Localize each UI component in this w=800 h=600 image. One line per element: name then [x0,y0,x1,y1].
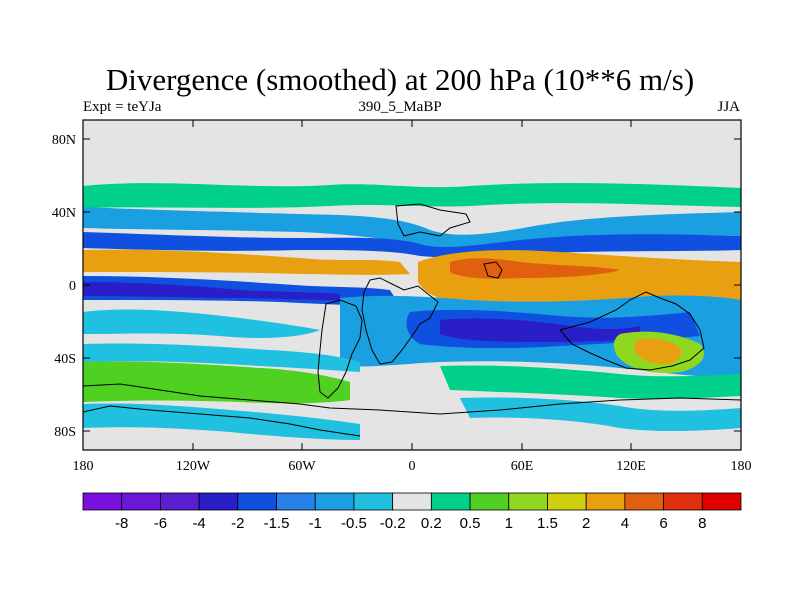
field-band-south-convergence [83,343,360,372]
lon-label-60w: 60W [288,459,316,474]
coast-antarctic-shelf [83,405,361,437]
colorbar-tick-label: 8 [698,515,706,532]
coast-south-america [317,299,363,399]
lat-label-40s: 40S [54,352,76,367]
colorbar-tick-label: -0.5 [341,515,367,532]
field-band-antarctic-convergence [83,403,360,440]
plot-title: Divergence (smoothed) at 200 hPa (10**6 … [105,62,695,97]
coastlines [83,203,741,437]
field-african-asian-divergence-peak [450,258,620,279]
lon-label-0: 0 [409,459,416,474]
divergence-field [83,120,741,450]
colorbar-tick-label: -6 [154,515,167,532]
colorbar-swatch [121,492,161,511]
lon-label-180e: 180 [731,459,752,474]
latitude-axis [83,138,741,432]
lon-label-60e: 60E [511,459,534,474]
lon-label-120e: 120E [616,459,646,474]
colorbar-tick-label: 0.5 [460,515,481,532]
lat-label-0: 0 [69,279,76,294]
lon-label-120w: 120W [176,459,211,474]
colorbar-swatch [198,492,239,511]
lat-label-40n: 40N [52,206,76,221]
longitude-axis [82,120,742,450]
field-equatorial-convergence-strong [83,282,340,300]
colorbar-tick-label: 1.5 [537,515,558,532]
colorbar-swatch [82,492,123,511]
colorbar-swatch [276,492,316,511]
colorbar-swatch [585,492,626,511]
colorbar-tick-label: 6 [659,515,667,532]
field-southern-divergence-west [83,309,320,338]
coast-antarctica [83,383,741,415]
colorbar-tick-label: 2 [582,515,590,532]
colorbar-tick-label: 1 [505,515,513,532]
lat-label-80n: 80N [52,133,76,148]
field-southern-divergence-east-core [634,338,682,364]
lon-label-180w: 180 [73,459,94,474]
field-band-south-divergence [83,361,350,404]
field-southern-convergence-peak [440,318,640,342]
colorbar-tick-label: -4 [192,515,205,532]
colorbar-swatch [237,492,277,511]
colorbar-labels: -8 -6 -4 -2 -1.5 -1 -0.5 -0.2 0.2 0.5 1 1.5 2 4 6 8 [115,515,706,532]
colorbar-swatch [624,492,664,511]
field-band-north-divergence [83,182,741,208]
colorbar-tick-label: -1 [309,515,322,532]
coast-europe-asia [395,203,471,237]
colorbar [82,492,742,511]
coast-africa [361,277,439,365]
colorbar-swatch [469,492,510,511]
field-subtropical-divergence-core [83,253,370,272]
coast-australia [559,291,705,371]
colorbar-tick-label: -1.5 [264,515,290,532]
colorbar-tick-label: 0.2 [421,515,442,532]
colorbar-swatch [547,492,587,511]
colorbar-tick-label: 4 [621,515,629,532]
colorbar-tick-label: -0.2 [380,515,406,532]
colorbar-swatch [160,492,200,511]
field-band-south-east-convergence [460,397,741,431]
season-label: JJA [717,99,740,115]
run-id-label: 390_5_MaBP [358,99,442,115]
coast-arabia [483,261,503,279]
colorbar-swatch [508,492,548,511]
lat-label-80s: 80S [54,425,76,440]
colorbar-swatch [701,492,742,511]
field-band-south-east-divergence [440,365,741,399]
colorbar-swatch [430,492,471,511]
field-band-north-strong-convergence [83,232,741,258]
colorbar-swatch [663,492,703,511]
colorbar-tick-label: -2 [231,515,244,532]
colorbar-swatch [314,492,355,511]
colorbar-tick-label: -8 [115,515,128,532]
colorbar-swatch [353,492,394,511]
colorbar-swatch [392,492,432,511]
experiment-label: Expt = teYJa [83,99,162,115]
